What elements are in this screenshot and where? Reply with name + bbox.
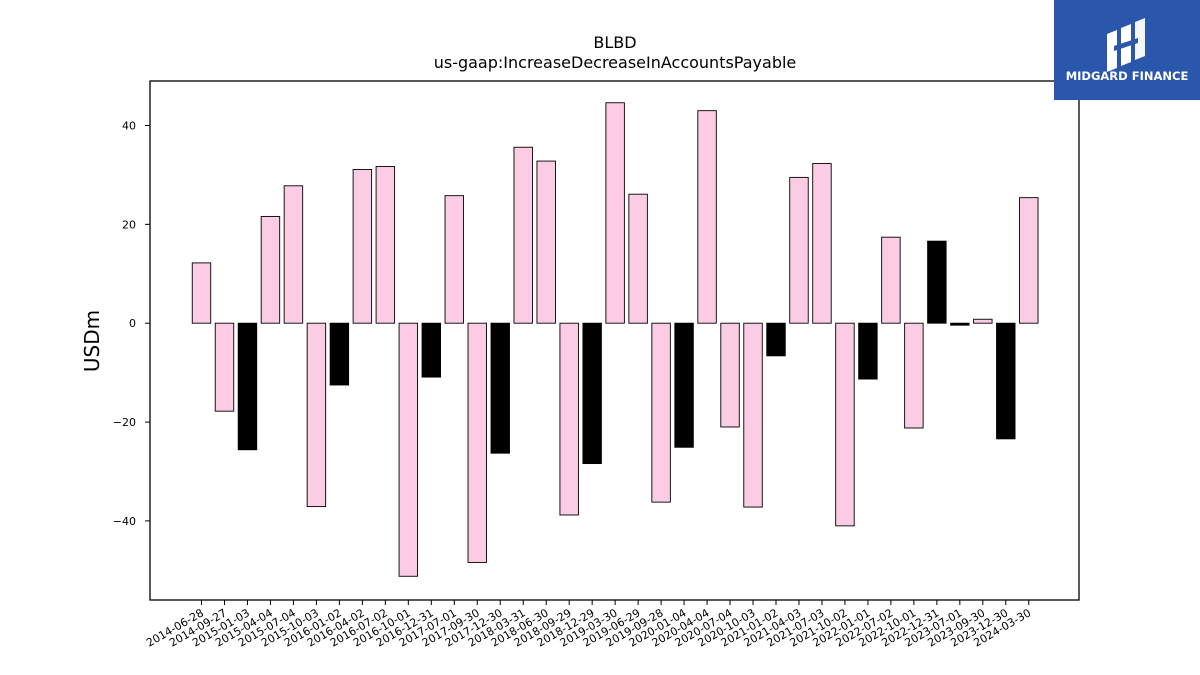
chart-subtitle: us-gaap:IncreaseDecreaseInAccountsPayabl… — [434, 53, 797, 72]
y-tick-label: 40 — [122, 119, 136, 132]
bar-2018-06-30 — [536, 160, 556, 324]
bar-2016-04-02 — [352, 169, 373, 324]
bar-2022-07-02 — [881, 236, 901, 324]
bar-2018-03-31 — [513, 146, 533, 324]
bar-2023-07-01 — [950, 322, 970, 326]
bar-2021-04-03 — [789, 176, 809, 324]
bar-2020-07-04 — [720, 322, 740, 428]
bar-2014-09-27 — [214, 322, 235, 412]
chart-title: BLBD — [593, 33, 636, 52]
y-tick-label: 20 — [122, 218, 136, 231]
bar-2015-04-04 — [260, 215, 281, 324]
x-ticks-group: 2014-06-282014-09-272015-01-032015-04-04… — [144, 600, 1033, 650]
bar-2023-09-30 — [973, 318, 993, 324]
y-tick-label: −20 — [113, 416, 136, 429]
bar-2018-09-29 — [559, 322, 579, 516]
y-axis-label: USDm — [80, 310, 104, 372]
y-tick-label: 0 — [129, 317, 136, 330]
bar-2019-09-28 — [651, 322, 671, 503]
bar-2022-01-01 — [858, 322, 878, 380]
bar-2016-01-02 — [329, 322, 350, 386]
logo-mark-icon — [1107, 18, 1145, 72]
bar-2017-07-01 — [444, 195, 464, 324]
bar-2022-10-01 — [904, 322, 924, 429]
bar-2015-01-03 — [237, 322, 258, 451]
bars-group — [191, 102, 1039, 577]
bar-2021-01-02 — [766, 322, 786, 357]
bar-2016-07-02 — [375, 166, 396, 324]
bar-2021-10-02 — [835, 322, 855, 527]
bar-2018-12-29 — [582, 322, 602, 465]
midgard-finance-logo: MIDGARD FINANCE — [1054, 0, 1200, 100]
bar-2022-12-31 — [927, 240, 947, 324]
bar-2024-03-30 — [1019, 197, 1039, 324]
y-ticks-group: −40 −20 0 20 40 — [113, 119, 150, 528]
bar-2015-10-03 — [306, 322, 327, 508]
bar-2017-09-30 — [467, 322, 487, 563]
bar-2016-10-01 — [398, 322, 419, 577]
bar-2014-06-28 — [191, 262, 212, 324]
bar-2020-01-04 — [674, 322, 694, 448]
bar-2019-03-30 — [605, 102, 625, 324]
bar-2016-12-31 — [421, 322, 441, 378]
bar-2021-07-03 — [812, 163, 832, 324]
bar-2020-04-04 — [697, 110, 717, 324]
bar-2023-12-30 — [996, 322, 1016, 440]
plot-frame — [149, 80, 1080, 601]
bar-2017-12-30 — [490, 322, 510, 454]
y-tick-label: −40 — [113, 515, 136, 528]
logo-text: MIDGARD FINANCE — [1066, 69, 1189, 83]
bar-2020-10-03 — [743, 322, 763, 508]
bar-2019-06-29 — [628, 193, 648, 324]
bar-2015-07-04 — [283, 185, 304, 324]
